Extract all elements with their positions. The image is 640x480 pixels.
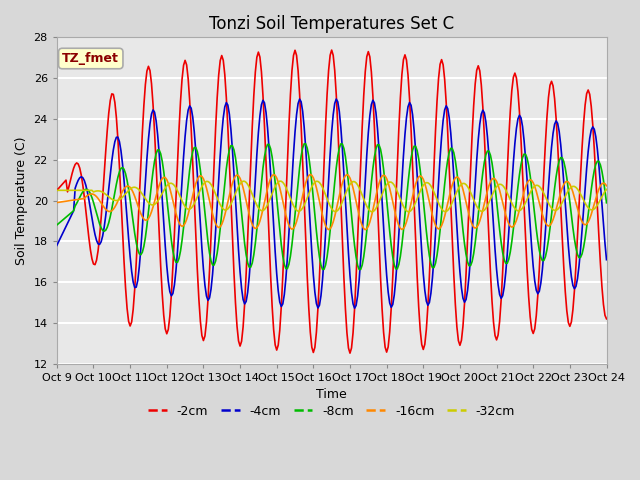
-2cm [369,93,377,99]
Text: TZ_fmet: TZ_fmet [62,52,119,65]
-32cm [404,209,412,215]
-4cm [387,304,395,310]
-16cm [53,200,61,205]
-16cm [538,211,546,217]
Line: -8cm: -8cm [57,144,607,269]
-8cm [300,141,308,147]
X-axis label: Time: Time [316,388,347,401]
-8cm [603,200,611,206]
-8cm [369,166,377,171]
-4cm [351,305,358,311]
-4cm [156,150,163,156]
-16cm [387,192,395,198]
Y-axis label: Soil Temperature (C): Soil Temperature (C) [15,136,28,265]
Line: -2cm: -2cm [57,50,607,353]
-2cm [346,350,354,356]
Line: -32cm: -32cm [57,181,607,212]
-8cm [53,222,61,228]
-2cm [53,188,61,193]
-2cm [328,47,335,53]
Line: -4cm: -4cm [57,99,607,308]
-2cm [156,230,163,236]
-32cm [276,178,284,184]
-16cm [369,207,377,213]
-2cm [538,203,546,208]
-32cm [538,188,546,193]
-32cm [53,188,61,193]
-4cm [53,242,61,248]
-8cm [399,228,407,233]
-8cm [387,242,395,248]
-4cm [538,267,546,273]
-2cm [68,171,76,177]
-4cm [68,211,76,217]
-32cm [68,188,76,193]
-4cm [332,96,340,102]
-16cm [362,227,369,232]
-16cm [603,183,611,189]
-4cm [369,97,377,103]
-8cm [355,266,363,272]
Title: Tonzi Soil Temperatures Set C: Tonzi Soil Temperatures Set C [209,15,454,33]
-16cm [307,171,314,177]
-16cm [156,182,163,188]
-32cm [156,196,163,202]
-4cm [399,153,407,159]
-8cm [156,147,163,153]
-2cm [387,305,395,311]
-4cm [603,257,611,263]
Line: -16cm: -16cm [57,174,607,229]
-2cm [399,57,407,62]
-8cm [68,209,76,215]
-32cm [386,179,394,185]
-32cm [603,187,611,192]
-32cm [367,209,375,215]
-16cm [68,197,76,203]
-2cm [603,316,611,322]
-8cm [538,258,546,264]
Legend: -2cm, -4cm, -8cm, -16cm, -32cm: -2cm, -4cm, -8cm, -16cm, -32cm [143,400,520,423]
-32cm [398,200,406,206]
-16cm [399,226,407,231]
